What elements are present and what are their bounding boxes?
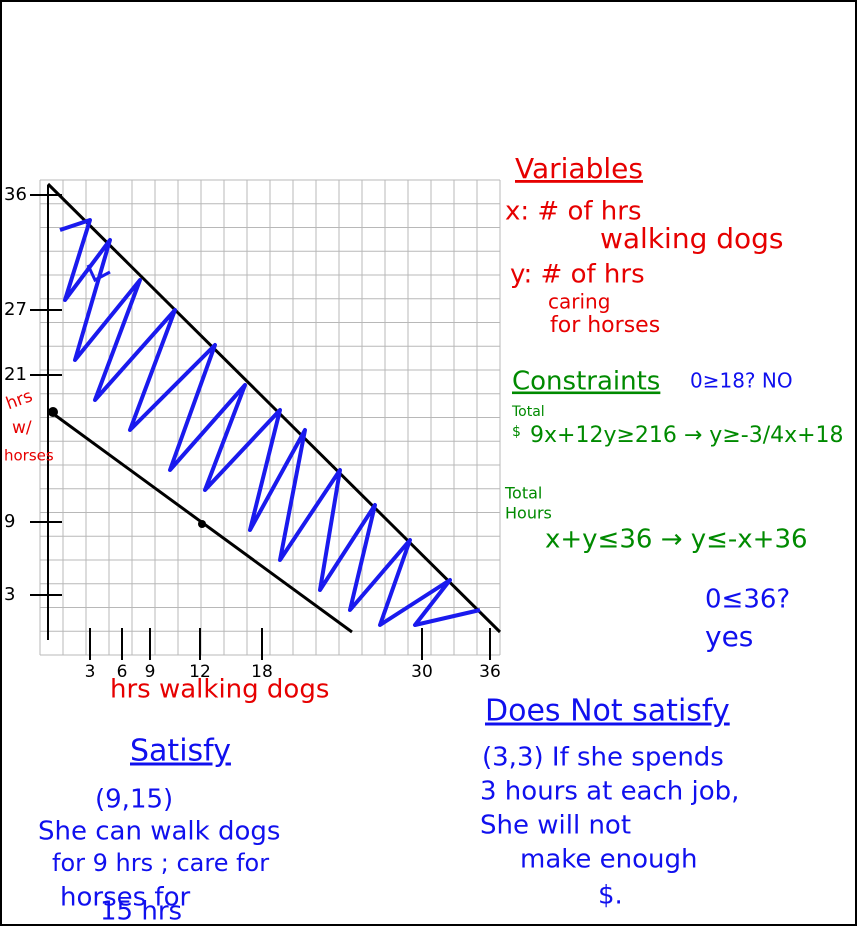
text: for 9 hrs ; care for bbox=[52, 849, 269, 877]
text: (3,3) If she spends bbox=[482, 743, 724, 773]
x-tick-label: 9 bbox=[145, 662, 156, 682]
y-tick-label: 3 bbox=[4, 584, 15, 605]
text: Total bbox=[504, 484, 542, 503]
text: walking dogs bbox=[600, 222, 784, 255]
text: Total bbox=[511, 404, 545, 420]
heading: Does Not satisfy bbox=[485, 694, 730, 729]
heading: Variables bbox=[515, 152, 643, 185]
text: Hours bbox=[505, 504, 552, 523]
text: caring bbox=[548, 290, 610, 314]
point bbox=[48, 407, 58, 417]
text: $. bbox=[598, 881, 623, 911]
text: $ bbox=[512, 424, 521, 440]
text: 9x+12y≥216 → y≥-3/4x+18 bbox=[530, 423, 844, 448]
text: She can walk dogs bbox=[38, 817, 280, 847]
y-tick-label: 9 bbox=[4, 511, 15, 532]
text: 0≥18? NO bbox=[690, 369, 793, 393]
page: hrs w/ horses hrs walking dogs Variables… bbox=[0, 0, 857, 926]
text: She will not bbox=[480, 811, 631, 841]
text: yes bbox=[705, 620, 753, 653]
y-tick-label: 36 bbox=[4, 184, 27, 205]
text: y: # of hrs bbox=[510, 260, 645, 290]
axis-label: horses bbox=[4, 447, 54, 465]
x-tick-label: 18 bbox=[251, 662, 273, 682]
y-tick-label: 27 bbox=[4, 299, 27, 320]
text: make enough bbox=[520, 845, 698, 875]
x-tick-label: 36 bbox=[479, 662, 501, 682]
axis-label: w/ bbox=[12, 418, 32, 438]
text: for horses bbox=[550, 313, 660, 338]
text: (9,15) bbox=[95, 785, 173, 815]
text: 0≤36? bbox=[705, 585, 790, 615]
heading: Constraints bbox=[512, 367, 660, 397]
y-tick-label: 21 bbox=[4, 364, 27, 385]
x-tick-label: 30 bbox=[411, 662, 433, 682]
axis-label: hrs walking dogs bbox=[110, 675, 329, 705]
text: 3 hours at each job, bbox=[480, 777, 739, 807]
grid bbox=[40, 180, 500, 655]
x-tick-label: 12 bbox=[189, 662, 211, 682]
text: 15 hrs bbox=[100, 897, 182, 926]
x-tick-label: 3 bbox=[85, 662, 96, 682]
heading: Satisfy bbox=[130, 734, 231, 769]
x-tick-label: 6 bbox=[117, 662, 128, 682]
text: x+y≤36 → y≤-x+36 bbox=[545, 525, 808, 555]
point bbox=[198, 520, 206, 528]
